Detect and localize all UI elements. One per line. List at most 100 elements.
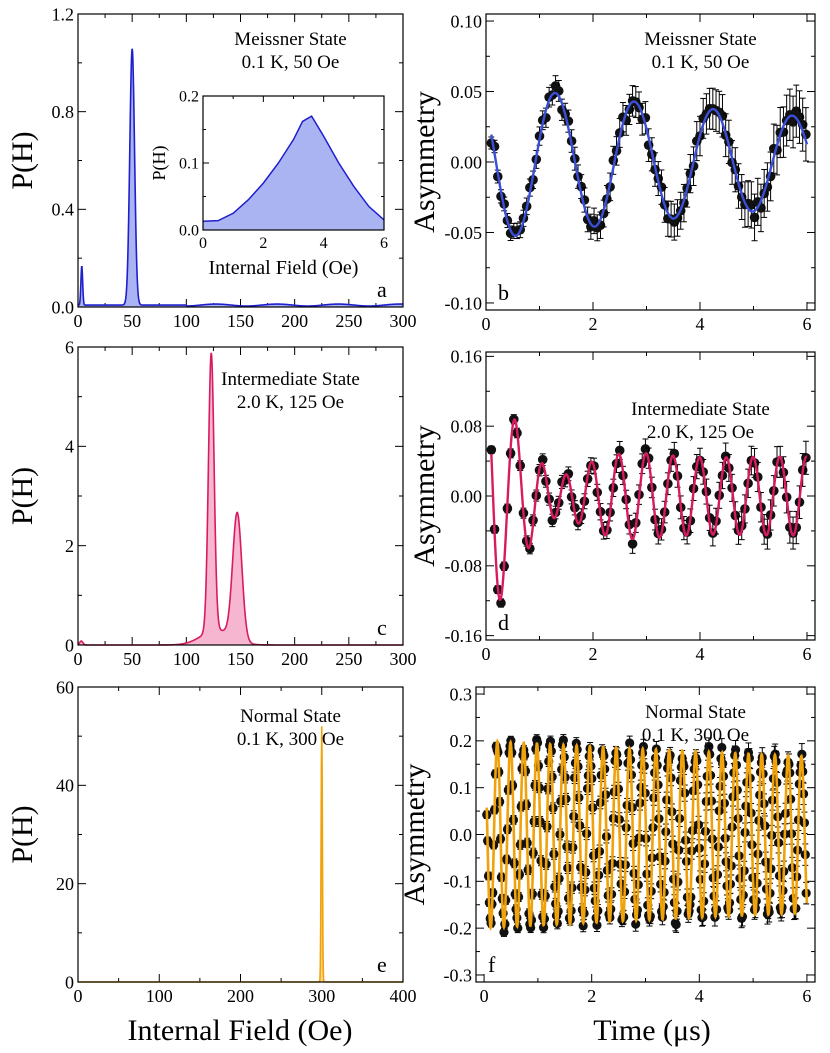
panel-letter: c <box>377 615 387 640</box>
inset-y-label: P(H) <box>149 145 170 180</box>
inset-plot: 0 2 4 6 0.0 0.1 0.2 Internal Field (Oe) P(H) <box>149 89 388 279</box>
x-tick-label: 6 <box>802 986 811 1006</box>
data-point <box>496 598 506 608</box>
distribution-fill <box>78 352 403 645</box>
panel-letter: a <box>377 277 387 302</box>
y-tick-label: 0.1 <box>179 156 199 173</box>
data-point <box>526 923 536 933</box>
x-tick-label: 400 <box>390 986 417 1006</box>
x-tick-label: 2 <box>587 986 596 1006</box>
y-tick-label: 0.4 <box>52 200 75 220</box>
data-point <box>640 444 651 454</box>
y-tick-label: -0.16 <box>445 626 483 646</box>
y-tick-label: 40 <box>56 776 74 796</box>
panel-annotation: Normal State <box>240 706 341 727</box>
plot-frame <box>77 346 404 646</box>
data-point <box>486 444 497 455</box>
panel-letter: b <box>498 280 509 305</box>
y-tick-label: 0.00 <box>451 486 483 506</box>
fit-line <box>485 738 809 932</box>
data-point <box>592 920 602 930</box>
data-point <box>625 738 635 748</box>
y-axis-label: Asymmetry <box>398 764 431 906</box>
panel-annotation: Intermediate State <box>221 369 360 390</box>
y-tick-label: 2 <box>65 536 74 556</box>
y-axis-label: Asymmetry <box>408 91 441 233</box>
y-tick-label: 20 <box>56 874 74 894</box>
y-tick-label: 0.00 <box>451 152 483 172</box>
data-point <box>563 469 574 479</box>
distribution-fill <box>78 726 403 982</box>
data-point <box>558 735 568 745</box>
x-tick-label: 100 <box>146 986 173 1006</box>
inset-fill <box>203 116 384 230</box>
panel-f: 0 2 4 6 -0.3 -0.2 -0.1 0.0 0.1 0.2 0.3 Asymmetry f No… <box>398 684 816 1006</box>
panel-annotation: Intermediate State <box>631 399 770 420</box>
x-tick-label: 4 <box>320 235 328 252</box>
x-title-right: Time (μs) <box>593 1014 711 1047</box>
data-point <box>499 927 509 937</box>
x-tick-label: 50 <box>123 311 141 331</box>
panel-annotation: 0.1 K, 300 Oe <box>237 729 344 750</box>
panel-annotation: Meissner State <box>234 29 346 50</box>
x-tick-label: 200 <box>227 986 254 1006</box>
x-tick-label: 0 <box>482 644 491 664</box>
x-title-left: Internal Field (Oe) <box>128 1014 353 1047</box>
y-tick-label: 0.05 <box>451 82 483 102</box>
x-tick-label: 6 <box>380 235 388 252</box>
panel-a: 0 50 100 150 200 250 300 0.0 0.4 0.8 1.2 P(H) a Meiss… <box>6 4 417 331</box>
panel-annotation: 2.0 K, 125 Oe <box>237 392 344 413</box>
panel-letter: f <box>488 952 496 977</box>
y-tick-label: 0.0 <box>450 825 473 845</box>
data-point <box>717 742 727 753</box>
distribution-line <box>78 726 403 983</box>
panel-d: 0 2 4 6 -0.16 -0.08 0.00 0.08 0.16 Asymmetry d Inte… <box>408 347 816 664</box>
x-tick-label: 2 <box>588 314 597 334</box>
plot-frame <box>77 686 404 983</box>
data-point <box>704 741 714 752</box>
x-tick-label: 200 <box>281 311 308 331</box>
panel-annotation: 2.0 K, 125 Oe <box>647 422 754 443</box>
panel-letter: d <box>498 610 509 635</box>
x-tick-label: 150 <box>227 649 254 669</box>
x-tick-label: 0 <box>74 311 83 331</box>
panel-letter: e <box>377 952 387 977</box>
y-tick-label: -0.08 <box>445 556 483 576</box>
y-tick-label: 0.3 <box>450 684 473 704</box>
data-point <box>578 921 588 931</box>
y-tick-label: -0.2 <box>444 918 473 938</box>
x-tick-label: 150 <box>227 311 254 331</box>
inset-frame <box>202 95 385 231</box>
y-tick-label: 60 <box>56 677 74 697</box>
y-tick-label: -0.3 <box>444 965 473 985</box>
x-tick-label: 4 <box>695 986 704 1006</box>
plot-frame <box>475 686 816 983</box>
x-tick-label: 0 <box>74 986 83 1006</box>
x-tick-label: 0 <box>74 649 83 669</box>
y-tick-label: 0.0 <box>52 297 75 317</box>
x-tick-label: 0 <box>480 986 489 1006</box>
inset-x-label: Internal Field (Oe) <box>209 257 359 279</box>
x-tick-label: 300 <box>308 986 335 1006</box>
y-tick-label: 6 <box>65 337 74 357</box>
x-tick-label: 300 <box>390 311 417 331</box>
fit-line <box>490 418 808 602</box>
inset-line <box>202 115 385 223</box>
distribution-line <box>77 48 404 307</box>
x-tick-label: 200 <box>281 649 308 669</box>
panel-b: 0 2 4 6 -0.10 -0.05 0.00 0.05 0.10 Asymmetry b Meis… <box>408 11 816 334</box>
y-tick-label: 0.0 <box>179 223 199 240</box>
panel-c: 0 50 100 150 200 250 300 0 2 4 6 P(H) c Intermediate … <box>6 337 417 669</box>
y-tick-label: 1.2 <box>52 4 75 24</box>
plot-frame <box>485 351 816 641</box>
y-tick-label: 0.10 <box>451 11 483 31</box>
plot-frame <box>485 13 816 311</box>
y-tick-label: 4 <box>65 437 74 457</box>
y-tick-label: 0 <box>65 635 74 655</box>
panel-annotation: 0.1 K, 50 Oe <box>652 52 750 73</box>
y-axis-label: Asymmetry <box>408 425 441 567</box>
x-tick-label: 0 <box>199 235 207 252</box>
x-tick-label: 100 <box>173 649 200 669</box>
panel-annotation: 0.1 K, 50 Oe <box>242 52 340 73</box>
